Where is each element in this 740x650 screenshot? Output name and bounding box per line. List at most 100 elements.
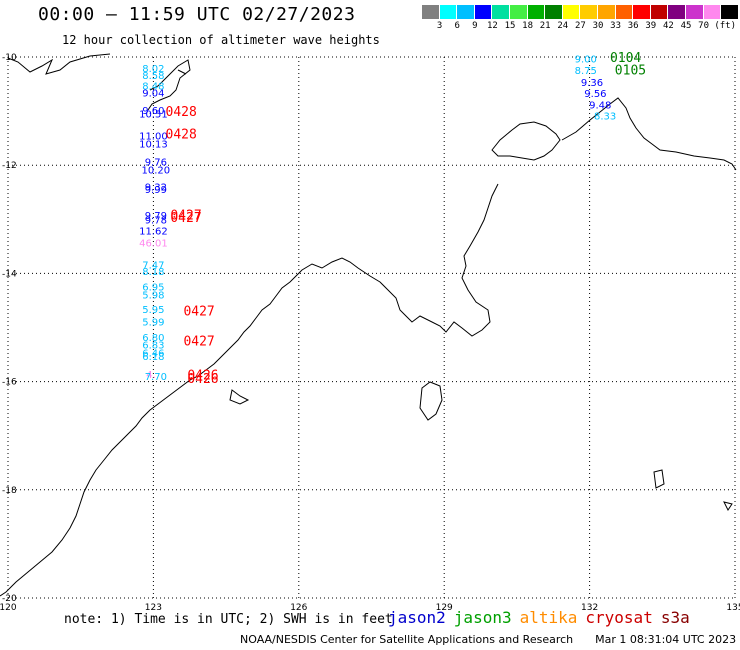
swh-value: 9.00 — [575, 55, 597, 66]
colorbar-label: (ft) — [714, 21, 737, 31]
swh-value: 6.83 — [142, 340, 164, 351]
swh-value: 6.80 — [142, 333, 164, 344]
colorbar-label: 18 — [522, 21, 534, 31]
lat-tick-label: -10 — [2, 53, 17, 63]
swh-value: 9.32 — [145, 182, 167, 193]
swh-value: 46.01 — [139, 239, 168, 250]
coastline-arnhem-land — [561, 97, 737, 171]
lon-tick-label: 132 — [581, 603, 598, 613]
swh-value: 8.75 — [575, 66, 597, 77]
colorbar-label: 39 — [645, 21, 657, 31]
swh-value: 10.51 — [139, 109, 168, 120]
colorbar-swatch — [597, 5, 616, 19]
legend-jason3: jason3 — [453, 608, 512, 627]
swh-value: 9.78 — [145, 215, 167, 226]
swh-value: 9.99 — [145, 185, 167, 196]
swh-value: 5.95 — [142, 305, 164, 316]
swh-value: 7.47 — [142, 261, 164, 272]
lat-tick-label: -12 — [2, 161, 17, 171]
pass-time-label: 0105 — [615, 63, 646, 78]
pass-time-label: 0104 — [610, 51, 641, 66]
colorbar-label: 24 — [557, 21, 569, 31]
swh-value: 9.79 — [145, 211, 167, 222]
colorbar-label: 45 — [680, 21, 692, 31]
colorbar-label: 12 — [486, 21, 498, 31]
colorbar-labels: 3 6 9 12 15 18 21 24 27 30 33 36 39 42 45 70 (ft) — [422, 21, 740, 33]
lat-tick-label: -18 — [2, 486, 17, 496]
swh-value: 8.33 — [594, 111, 616, 122]
swh-value: 10.13 — [139, 140, 168, 151]
swh-value: 9.76 — [145, 157, 167, 168]
lon-tick-label: 123 — [145, 603, 162, 613]
swh-value: 10.20 — [142, 166, 171, 177]
colorbar-label: 42 — [662, 21, 674, 31]
pass-time-label: 0427 — [183, 305, 214, 320]
swh-value: 11.00 — [139, 131, 168, 142]
colorbar-swatch — [703, 5, 722, 19]
colorbar-label: 6 — [454, 21, 460, 31]
pass-time-label: 0427 — [170, 211, 201, 226]
legend-jason2: jason2 — [388, 608, 446, 627]
coastline-timor — [7, 53, 191, 111]
satellite-legend: jason2 jason3 altika cryosat s3a — [388, 608, 698, 627]
swh-value: 8.48 — [142, 82, 164, 93]
lat-lon-grid — [7, 56, 736, 599]
colorbar-swatch — [474, 5, 493, 19]
swh-value: 11.62 — [139, 227, 168, 238]
wave-height-colorbar — [422, 5, 739, 19]
swh-value: 7.70 — [145, 372, 167, 383]
colorbar-swatch — [422, 5, 440, 19]
colorbar-label: 36 — [627, 21, 639, 31]
lat-tick-label: -16 — [2, 378, 17, 388]
swh-value: 9.36 — [581, 78, 603, 89]
colorbar-swatch — [439, 5, 458, 19]
coastline — [0, 53, 737, 597]
pass-time-label: 0428 — [166, 127, 197, 142]
pass-time-label: 0428 — [166, 105, 197, 120]
colorbar-swatch — [527, 5, 546, 19]
colorbar-label: 15 — [504, 21, 516, 31]
credit-line: NOAA/NESDIS Center for Satellite Applica… — [240, 633, 740, 646]
pass-time-label: 0427 — [183, 334, 214, 349]
colorbar-label: 9 — [472, 21, 478, 31]
swh-value: 4. — [146, 370, 156, 381]
lon-tick-label: 129 — [436, 603, 453, 613]
colorbar-label: 33 — [610, 21, 622, 31]
swh-value: 8.58 — [142, 71, 164, 82]
lat-tick-label: -20 — [2, 594, 17, 604]
credit-timestamp: Mar 1 08:31:04 UTC 2023 — [595, 633, 737, 646]
pass-time-label: 0426 — [187, 372, 218, 387]
swh-value: 9.56 — [584, 89, 606, 100]
swh-value: 5.98 — [142, 290, 164, 301]
coastline-tiwi-islands — [491, 121, 561, 161]
note-text: note: 1) Time is in UTC; 2) SWH is in fe… — [64, 612, 393, 627]
colorbar-swatch — [545, 5, 563, 19]
colorbar-label: 30 — [592, 21, 604, 31]
lat-tick-label: -14 — [2, 269, 17, 279]
legend-altika: altika — [519, 608, 578, 627]
swh-value: 6.95 — [142, 282, 164, 293]
swh-value: 6.46 — [142, 348, 164, 359]
colorbar-swatch — [457, 5, 475, 19]
swh-value: 8.02 — [142, 64, 164, 75]
credit-agency: NOAA/NESDIS Center for Satellite Applica… — [240, 633, 574, 646]
colorbar-label: 3 — [436, 21, 443, 31]
colorbar-label: 70 — [698, 21, 710, 31]
wave-height-observations: 8.028.588.489.049.6010.5111.0010.139.761… — [139, 55, 616, 384]
colorbar-swatch — [562, 5, 581, 19]
lon-tick-label: 126 — [290, 603, 307, 613]
swh-value: 6.18 — [142, 352, 164, 363]
axis-tick-labels: 120 123 126 129 132 135 -10 -12 -14 -16 -18 -20 — [0, 53, 740, 613]
colorbar-swatch — [685, 5, 704, 19]
lon-tick-label: 120 — [0, 603, 17, 613]
colorbar-swatch — [650, 5, 669, 19]
swh-value: 9.04 — [142, 89, 164, 100]
colorbar-swatch — [615, 5, 634, 19]
swh-value: 8.18 — [142, 267, 164, 278]
colorbar-swatch — [492, 5, 510, 19]
lon-tick-label: 135 — [726, 603, 740, 613]
pass-time-label: 0427 — [170, 208, 201, 223]
legend-cryosat: cryosat — [585, 608, 653, 627]
